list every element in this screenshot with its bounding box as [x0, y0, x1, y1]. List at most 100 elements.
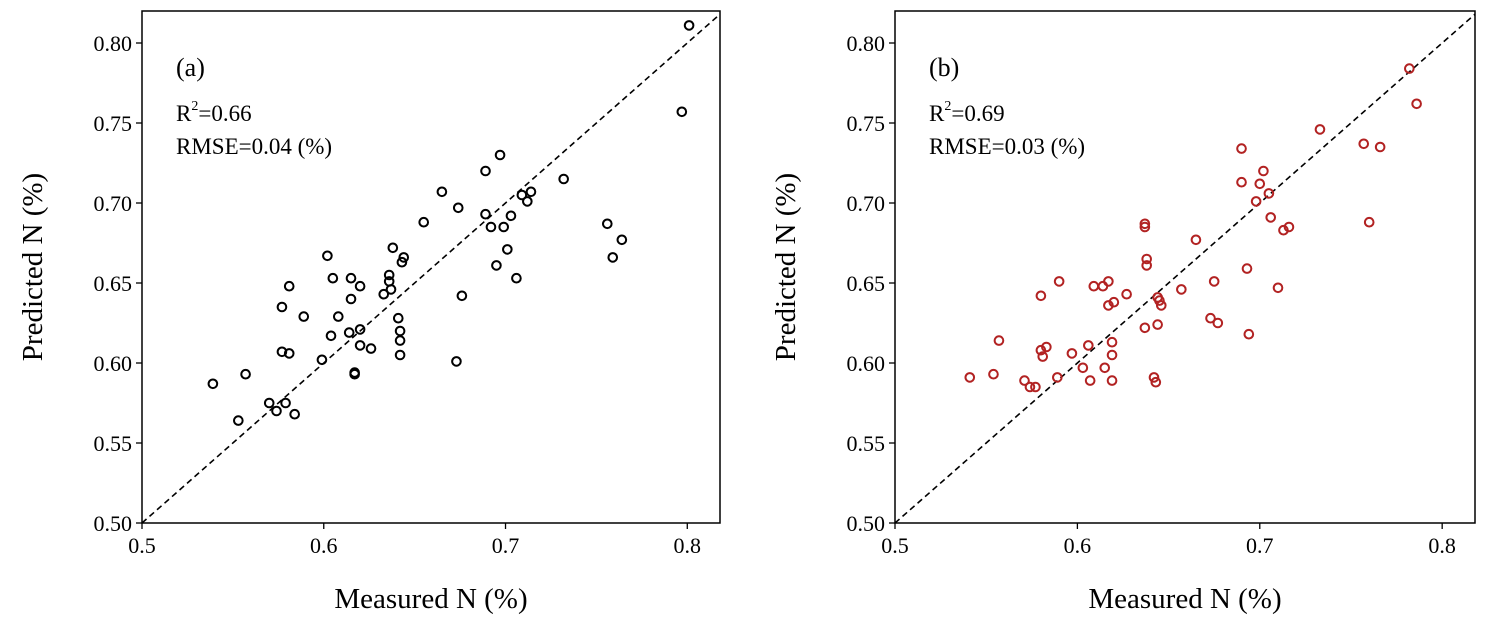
panel-label: (b)	[929, 53, 959, 82]
data-point	[456, 290, 468, 302]
data-point	[1084, 375, 1096, 386]
data-point	[383, 269, 395, 281]
x-tick-label: 0.7	[492, 533, 520, 558]
y-axis-label: Predicted N (%)	[17, 173, 49, 361]
r-squared-annotation: R2=0.66	[176, 99, 252, 126]
plot-frame	[141, 10, 721, 524]
data-point	[1152, 319, 1163, 330]
r2-superscript: 2	[191, 99, 198, 114]
x-tick-label: 0.7	[1246, 533, 1274, 558]
data-point	[1097, 280, 1109, 292]
data-point	[354, 340, 366, 351]
data-point	[1258, 165, 1269, 177]
y-tick-label: 0.60	[847, 351, 886, 376]
y-tick-label: 0.65	[94, 271, 133, 296]
data-point	[1190, 234, 1202, 246]
x-tick-label: 0.5	[128, 533, 156, 558]
data-point	[333, 311, 344, 322]
data-point	[505, 210, 517, 222]
data-point	[480, 165, 491, 177]
data-point	[1150, 376, 1162, 388]
data-point	[343, 327, 355, 338]
data-point	[387, 242, 399, 254]
y-axis-label: Predicted N (%)	[770, 173, 802, 361]
data-point	[1155, 300, 1167, 311]
data-point	[325, 330, 337, 342]
data-point	[502, 244, 513, 255]
data-point	[298, 311, 310, 322]
data-point	[602, 218, 613, 230]
data-point	[345, 293, 357, 305]
data-point	[1106, 336, 1118, 348]
data-point	[1148, 372, 1160, 383]
data-point	[1139, 218, 1151, 230]
data-point	[1411, 98, 1422, 110]
data-point	[233, 415, 244, 426]
data-point	[485, 221, 497, 233]
data-point	[394, 335, 406, 346]
data-point	[240, 368, 251, 380]
data-point	[398, 252, 410, 263]
data-point	[276, 301, 288, 313]
data-point	[491, 260, 502, 271]
r2-prefix: R	[929, 101, 945, 126]
data-point	[1066, 348, 1078, 359]
y-tick-label: 0.55	[847, 431, 886, 456]
x-tick-label: 0.6	[310, 533, 338, 558]
data-point	[1077, 362, 1089, 374]
data-point	[1236, 176, 1247, 188]
data-point	[988, 368, 999, 380]
data-point	[1141, 253, 1152, 265]
data-point	[349, 368, 360, 380]
data-point	[683, 20, 695, 31]
data-point	[1250, 196, 1262, 207]
data-point	[1374, 141, 1386, 153]
data-point	[1024, 381, 1036, 393]
panel-a: 0.5 0.6 0.7 0.8 0.50 0.55 0.60 0.65 0.70 0.75 0.80…	[17, 10, 721, 615]
r2-superscript: 2	[944, 99, 951, 114]
y-tick-label: 0.50	[847, 511, 886, 536]
data-point	[993, 335, 1005, 346]
x-tick-label: 0.5	[881, 533, 909, 558]
data-point	[1241, 263, 1253, 274]
data-point	[1035, 290, 1047, 302]
reference-line	[894, 13, 1476, 524]
r2-value: =0.66	[198, 101, 251, 126]
y-tick-label: 0.70	[847, 191, 886, 216]
data-point	[418, 216, 430, 228]
y-tick-label: 0.80	[847, 31, 886, 56]
data-point	[436, 186, 448, 198]
data-point	[494, 149, 506, 161]
data-point	[1121, 288, 1132, 300]
data-point	[676, 106, 688, 118]
data-point	[516, 189, 528, 201]
x-tick-label: 0.8	[674, 533, 702, 558]
data-point	[276, 346, 288, 358]
data-point	[1103, 276, 1114, 287]
data-point	[1272, 282, 1284, 294]
data-point	[1139, 322, 1151, 334]
data-point	[616, 234, 628, 246]
data-point	[1106, 375, 1118, 386]
data-point	[1243, 328, 1255, 340]
data-point	[394, 349, 406, 361]
data-point	[392, 312, 404, 324]
data-point	[1053, 276, 1065, 287]
y-tick-label: 0.50	[94, 511, 133, 536]
data-point	[1037, 351, 1049, 362]
y-tick-label: 0.75	[94, 111, 133, 136]
data-point	[1176, 284, 1187, 295]
data-point	[322, 250, 333, 262]
y-tick-label: 0.65	[847, 271, 886, 296]
data-point	[1019, 375, 1030, 386]
data-point	[378, 288, 390, 300]
data-point	[1099, 362, 1111, 374]
data-point	[385, 284, 397, 295]
data-point	[1139, 221, 1151, 233]
data-point	[1404, 63, 1415, 74]
data-point	[263, 397, 275, 409]
data-point	[1212, 317, 1224, 329]
data-point	[451, 356, 462, 367]
y-tick-label: 0.75	[847, 111, 886, 136]
data-point	[1208, 276, 1220, 287]
